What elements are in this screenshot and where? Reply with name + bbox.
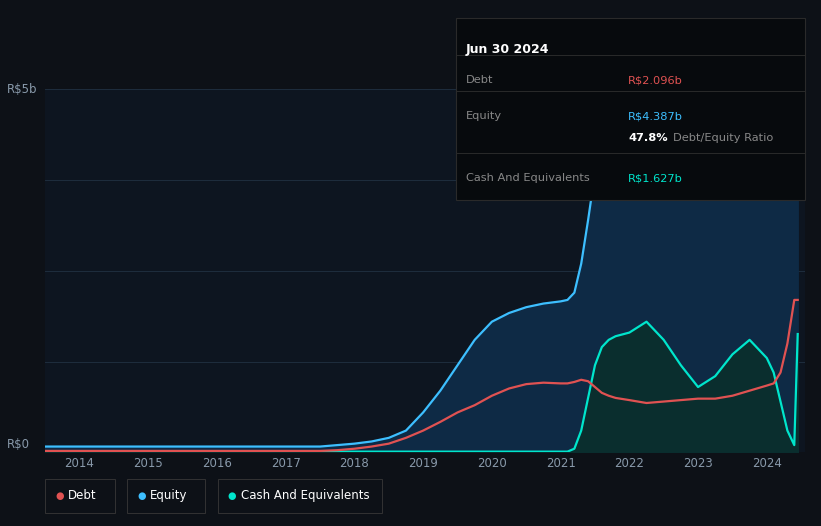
Text: Equity: Equity bbox=[466, 112, 502, 122]
Text: Debt: Debt bbox=[68, 489, 97, 502]
Text: Jun 30 2024: Jun 30 2024 bbox=[466, 43, 549, 56]
Text: ●: ● bbox=[227, 491, 236, 501]
Text: R$0: R$0 bbox=[7, 438, 30, 451]
Text: Debt/Equity Ratio: Debt/Equity Ratio bbox=[673, 133, 773, 143]
Text: Equity: Equity bbox=[150, 489, 188, 502]
Text: ●: ● bbox=[55, 491, 63, 501]
Text: 47.8%: 47.8% bbox=[628, 133, 667, 143]
Text: R$1.627b: R$1.627b bbox=[628, 173, 683, 183]
Text: R$2.096b: R$2.096b bbox=[628, 75, 683, 85]
Text: Cash And Equivalents: Cash And Equivalents bbox=[466, 173, 589, 183]
Text: R$4.387b: R$4.387b bbox=[628, 112, 683, 122]
Text: Debt: Debt bbox=[466, 75, 493, 85]
Text: Cash And Equivalents: Cash And Equivalents bbox=[241, 489, 369, 502]
Text: R$5b: R$5b bbox=[7, 83, 37, 96]
Text: ●: ● bbox=[137, 491, 145, 501]
